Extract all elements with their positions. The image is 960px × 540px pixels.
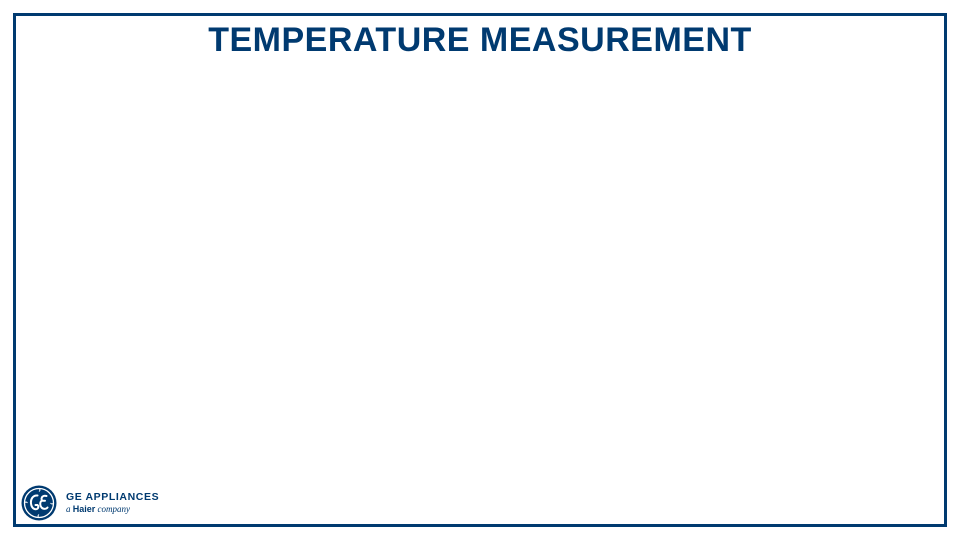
ge-monogram-icon [21,485,57,521]
brand-name: GE APPLIANCES [66,491,160,504]
brand-tagline-suffix: company [97,503,131,514]
brand-text: GE APPLIANCES a Haier company [66,492,159,514]
brand-tagline-prefix: a [66,503,71,514]
slide-border [13,13,947,527]
brand-tagline-haier: Haier [72,503,96,514]
ge-appliances-logo: GE APPLIANCES a Haier company [21,485,159,521]
slide-content-area [30,70,930,470]
slide-title: TEMPERATURE MEASUREMENT [208,21,752,59]
brand-tagline: a Haier company [66,503,159,514]
